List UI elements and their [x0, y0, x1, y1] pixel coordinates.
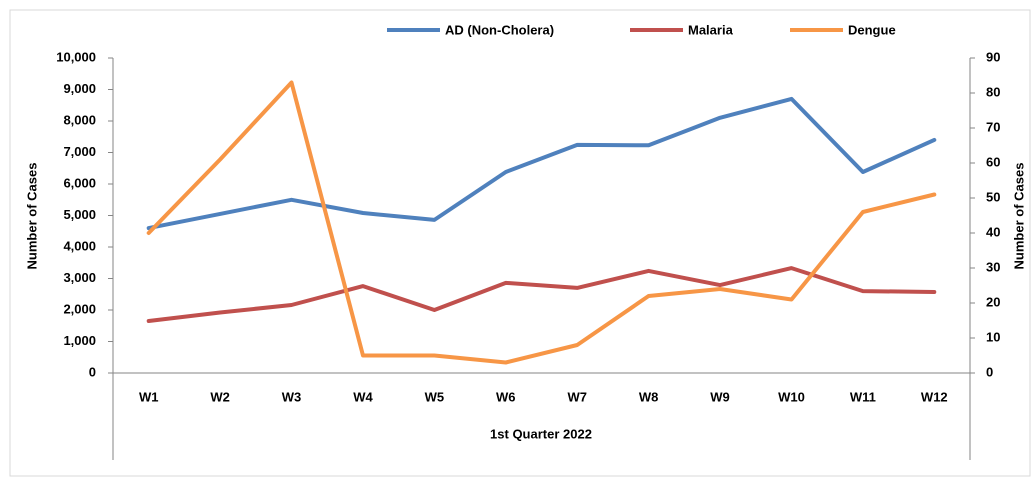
y-tick-label: 6,000	[63, 175, 96, 190]
y-tick-label: 3,000	[63, 270, 96, 285]
series-line	[146, 96, 937, 231]
x-tick-label: W8	[639, 389, 659, 404]
x-tick-label: W9	[710, 389, 730, 404]
y2-axis-title: Number of Cases	[1011, 163, 1026, 270]
legend-label: Malaria	[688, 22, 734, 37]
y2-tick-label: 70	[986, 119, 1000, 134]
y-tick-label: 10,000	[56, 49, 96, 64]
y2-tick-label: 30	[986, 259, 1000, 274]
x-tick-label: W4	[353, 389, 373, 404]
series-line	[146, 266, 937, 323]
y-tick-label: 5,000	[63, 207, 96, 222]
y2-tick-label: 80	[986, 84, 1000, 99]
x-tick-label: W5	[425, 389, 445, 404]
series-line	[146, 80, 937, 365]
y-tick-label: 2,000	[63, 301, 96, 316]
y-tick-label: 4,000	[63, 238, 96, 253]
y2-tick-label: 50	[986, 189, 1000, 204]
x-tick-label: W11	[850, 389, 876, 404]
y2-tick-label: 40	[986, 224, 1000, 239]
y-tick-label: 8,000	[63, 112, 96, 127]
x-tick-label: W7	[567, 389, 587, 404]
x-tick-label: W10	[778, 389, 805, 404]
x-tick-label: W12	[921, 389, 948, 404]
x-tick-label: W3	[282, 389, 302, 404]
legend-label: AD (Non-Cholera)	[445, 22, 554, 37]
y-tick-label: 7,000	[63, 144, 96, 159]
y-tick-label: 1,000	[63, 333, 96, 348]
chart-border	[9, 9, 1031, 477]
y-tick-label: 0	[89, 364, 96, 379]
y-tick-label: 9,000	[63, 81, 96, 96]
x-tick-label: W2	[210, 389, 230, 404]
y-axis-title: Number of Cases	[24, 163, 39, 270]
x-tick-label: W1	[139, 389, 159, 404]
legend-label: Dengue	[848, 22, 896, 37]
y2-tick-label: 0	[986, 364, 993, 379]
y2-tick-label: 90	[986, 49, 1000, 64]
x-tick-label: W6	[496, 389, 516, 404]
x-axis-title: 1st Quarter 2022	[490, 426, 592, 441]
y2-tick-label: 20	[986, 294, 1000, 309]
y2-tick-label: 60	[986, 154, 1000, 169]
y2-tick-label: 10	[986, 329, 1000, 344]
